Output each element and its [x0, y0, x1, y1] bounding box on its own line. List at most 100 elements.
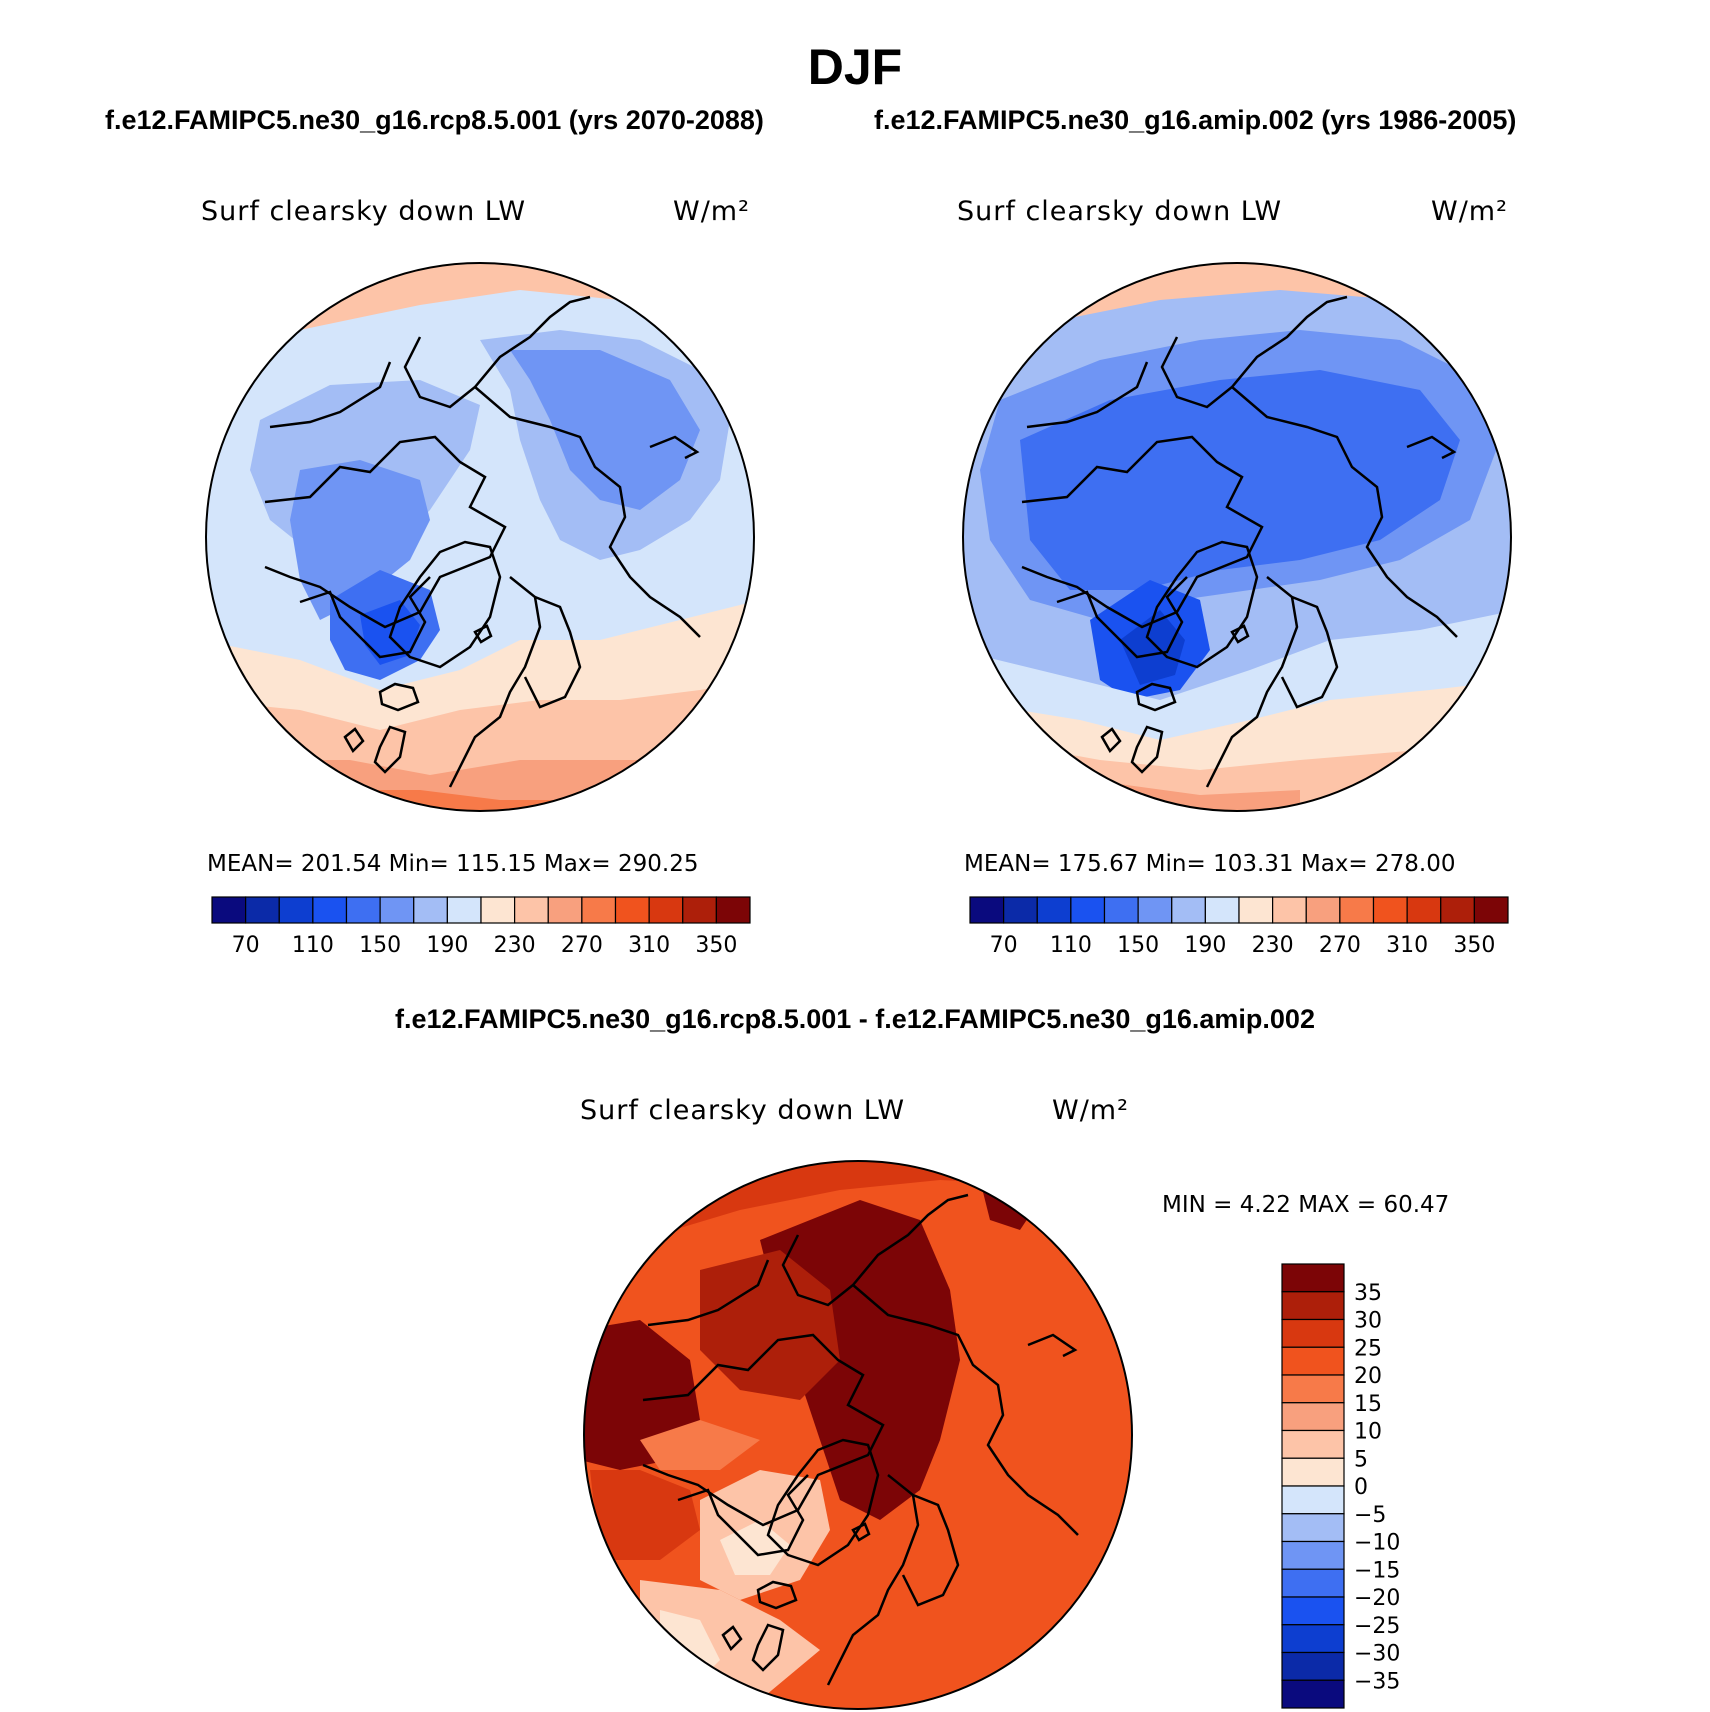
diff-case-title: f.e12.FAMIPC5.ne30_g16.rcp8.5.001 - f.e1… [395, 1004, 1315, 1034]
colorbar-tick-label: 270 [561, 933, 603, 958]
colorbar-swatch [1473, 896, 1509, 924]
diff-stats: MIN = 4.22 MAX = 60.47 [1162, 1192, 1450, 1218]
colorbar-tick-label: 15 [1354, 1392, 1382, 1417]
panel2-stats: MEAN= 175.67 Min= 103.31 Max= 278.00 [964, 851, 1456, 877]
map-panel-1-border [205, 262, 755, 812]
colorbar-tick-label: 190 [426, 933, 468, 958]
colorbar-swatch [1406, 896, 1442, 924]
colorbar-tick-label: 310 [628, 933, 670, 958]
colorbar-swatch [1305, 896, 1341, 924]
colorbar-swatch [211, 896, 247, 924]
colorbar-tick-label: 270 [1319, 933, 1361, 958]
diff-variable-label: Surf clearsky down LW [580, 1095, 906, 1126]
colorbar-swatch [1281, 1540, 1345, 1570]
colorbar-tick-label: −20 [1354, 1586, 1400, 1611]
colorbar-swatch [1281, 1568, 1345, 1598]
colorbar-tick-label: 30 [1354, 1309, 1382, 1334]
colorbar-swatch [514, 896, 549, 924]
colorbar-swatch [1281, 1679, 1345, 1709]
map-panel-2-border [962, 262, 1512, 812]
colorbar-tick-label: −35 [1354, 1669, 1400, 1694]
colorbar-tick-label: 230 [494, 933, 536, 958]
colorbar-swatch [1281, 1263, 1345, 1293]
colorbar-swatch [1003, 896, 1038, 924]
colorbar-swatch [648, 896, 684, 924]
colorbar-tick-label: 150 [359, 933, 401, 958]
colorbar-swatch [446, 896, 482, 924]
colorbar-swatch [1171, 896, 1206, 924]
colorbar-swatch [1281, 1513, 1345, 1543]
colorbar-tick-label: 10 [1354, 1420, 1382, 1445]
colorbar-swatch [278, 896, 314, 924]
panel2-case-title: f.e12.FAMIPC5.ne30_g16.amip.002 (yrs 198… [874, 105, 1517, 135]
panel1-variable-label: Surf clearsky down LW [201, 196, 527, 227]
colorbar-tick-label: 20 [1354, 1364, 1382, 1389]
panel2-units-label: W/m² [1431, 196, 1508, 227]
colorbar-swatch [345, 896, 381, 924]
colorbar-tick-label: 350 [1453, 933, 1495, 958]
colorbar-swatch [379, 896, 415, 924]
colorbar-swatch [1281, 1318, 1345, 1348]
colorbar-swatch [413, 896, 448, 924]
colorbar-tick-label: 35 [1354, 1281, 1382, 1306]
colorbar-swatch [682, 896, 717, 924]
map-panel-diff-border [583, 1160, 1133, 1710]
colorbar-swatch [1281, 1429, 1345, 1459]
colorbar-swatch [1440, 896, 1475, 924]
map-panel-2 [963, 263, 1511, 811]
colorbar-swatch [1137, 896, 1173, 924]
colorbar-tick-label: −10 [1354, 1531, 1400, 1556]
colorbar-tick-label: 0 [1354, 1475, 1368, 1500]
colorbar-tick-label: 70 [232, 933, 260, 958]
panel1-stats: MEAN= 201.54 Min= 115.15 Max= 290.25 [207, 851, 699, 877]
colorbar-swatch [1204, 896, 1240, 924]
colorbar-swatch [1281, 1596, 1345, 1626]
colorbar-swatch [1372, 896, 1408, 924]
colorbar-swatch [614, 896, 650, 924]
colorbar-tick-label: 70 [990, 933, 1018, 958]
colorbar-tick-label: 110 [1050, 933, 1092, 958]
colorbar-swatch [1238, 896, 1274, 924]
colorbar-1: 70 110 150 190 230 270 310 350 [211, 896, 751, 958]
colorbar-tick-label: 310 [1386, 933, 1428, 958]
colorbar-tick-label: 350 [695, 933, 737, 958]
colorbar-swatch [1036, 896, 1072, 924]
colorbar-swatch [1281, 1624, 1345, 1654]
diff-units-label: W/m² [1052, 1095, 1129, 1126]
colorbar-tick-label: −15 [1354, 1558, 1400, 1583]
colorbar-swatch [312, 896, 348, 924]
colorbar-swatch [581, 896, 617, 924]
panel1-units-label: W/m² [673, 196, 750, 227]
colorbar-swatch [1281, 1346, 1345, 1376]
colorbar-tick-label: 230 [1252, 933, 1294, 958]
colorbar-tick-label: 5 [1354, 1447, 1368, 1472]
colorbar-tick-label: −5 [1354, 1503, 1386, 1528]
colorbar-swatch [1339, 896, 1375, 924]
colorbar-2: 70 110 150 190 230 270 310 350 [969, 896, 1509, 958]
map-panel-1 [206, 263, 754, 811]
colorbar-swatch [1103, 896, 1139, 924]
colorbar-tick-label: 190 [1184, 933, 1226, 958]
colorbar-swatch [1070, 896, 1106, 924]
colorbar-swatch [1272, 896, 1307, 924]
colorbar-swatch [969, 896, 1005, 924]
colorbar-tick-label: 150 [1117, 933, 1159, 958]
colorbar-swatch [1281, 1402, 1345, 1432]
colorbar-tick-label: 25 [1354, 1336, 1382, 1361]
colorbar-swatch [245, 896, 280, 924]
colorbar-tick-label: −25 [1354, 1614, 1400, 1639]
colorbar-swatch [1281, 1485, 1345, 1515]
colorbar-swatch [480, 896, 516, 924]
season-title: DJF [807, 39, 903, 95]
colorbar-swatch [1281, 1374, 1345, 1404]
panel1-case-title: f.e12.FAMIPC5.ne30_g16.rcp8.5.001 (yrs 2… [105, 105, 764, 135]
colorbar-swatch [1281, 1457, 1345, 1487]
colorbar-tick-label: 110 [292, 933, 334, 958]
panel2-variable-label: Surf clearsky down LW [957, 196, 1283, 227]
colorbar-tick-label: −30 [1354, 1642, 1400, 1667]
colorbar-swatch [1281, 1291, 1345, 1321]
colorbar-swatch [715, 896, 751, 924]
colorbar-swatch [547, 896, 583, 924]
